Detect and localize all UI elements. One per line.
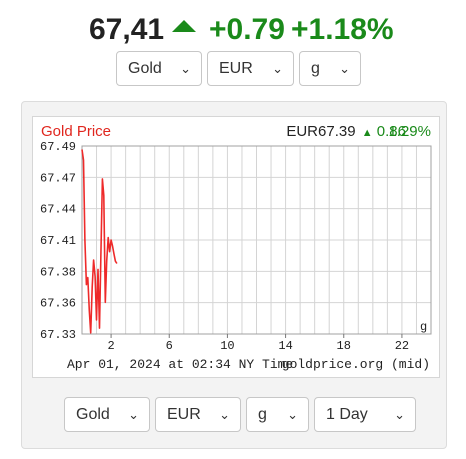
price-line <box>81 149 118 334</box>
chart-quote-price: EUR67.39 <box>286 123 355 140</box>
metal-select-value: Gold <box>128 60 162 77</box>
chevron-down-icon: ⌄ <box>180 61 191 76</box>
chevron-down-icon: ⌄ <box>287 407 298 422</box>
currency-select[interactable]: EUR ⌄ <box>207 51 294 86</box>
price-headline: 67,41 +0.79 +1.18% <box>0 12 466 48</box>
x-tick-label: 18 <box>337 339 351 353</box>
x-tick-label: 14 <box>278 339 292 353</box>
currency-select[interactable]: EUR ⌄ <box>155 397 241 432</box>
y-tick-label: 67.44 <box>40 203 76 217</box>
price-change: +0.79 <box>209 13 285 46</box>
chart-quote: EUR67.39 ▲ 0.86 <box>286 123 406 140</box>
y-tick-label: 67.36 <box>40 297 76 311</box>
metal-select[interactable]: Gold ⌄ <box>64 397 150 432</box>
metal-select-value: Gold <box>76 406 110 423</box>
unit-select[interactable]: g ⌄ <box>299 51 361 86</box>
chart-grid <box>82 146 431 334</box>
current-price: 67,41 <box>89 13 165 46</box>
triangle-up-icon: ▲ <box>362 127 373 139</box>
chevron-down-icon: ⌄ <box>128 407 139 422</box>
x-tick-label: 22 <box>395 339 409 353</box>
plot-area-border <box>81 145 432 335</box>
x-tick-label: 2 <box>107 339 114 353</box>
x-axis: 2 6 10 14 18 22 <box>107 334 409 353</box>
price-change-percent: +1.18% <box>291 13 394 46</box>
gold-price-chart: Gold Price EUR67.39 ▲ 0.86 1.29% 67.4967… <box>40 123 432 372</box>
y-tick-label: 67.33 <box>40 328 76 342</box>
chart-quote-percent: 1.29% <box>388 123 431 140</box>
period-select[interactable]: 1 Day ⌄ <box>314 397 416 432</box>
chart-title: Gold Price <box>41 123 111 140</box>
x-tick-label: 6 <box>166 339 173 353</box>
chevron-down-icon: ⌄ <box>394 407 405 422</box>
x-tick-label: 10 <box>220 339 234 353</box>
unit-label: g <box>420 320 427 334</box>
currency-select-value: EUR <box>219 60 253 77</box>
unit-select-value: g <box>311 60 320 77</box>
unit-select-value: g <box>258 406 267 423</box>
chevron-down-icon: ⌄ <box>219 407 230 422</box>
y-tick-label: 67.38 <box>40 265 76 279</box>
unit-select[interactable]: g ⌄ <box>246 397 309 432</box>
chart-quote-change: 0.86 <box>377 123 406 140</box>
chevron-down-icon: ⌄ <box>272 61 283 76</box>
metal-select[interactable]: Gold ⌄ <box>116 51 202 86</box>
chevron-down-icon: ⌄ <box>339 61 350 76</box>
y-tick-label: 67.49 <box>40 140 76 154</box>
period-select-value: 1 Day <box>326 406 368 423</box>
y-tick-label: 67.47 <box>40 171 76 185</box>
y-axis: 67.49 67.47 67.44 67.41 67.38 67.36 67.33 <box>40 140 76 342</box>
y-tick-label: 67.41 <box>40 234 76 248</box>
triangle-up-icon <box>172 20 196 32</box>
chart-source: goldprice.org (mid) <box>282 357 430 372</box>
currency-select-value: EUR <box>167 406 201 423</box>
chart-timestamp: Apr 01, 2024 at 02:34 NY Time <box>67 357 293 372</box>
